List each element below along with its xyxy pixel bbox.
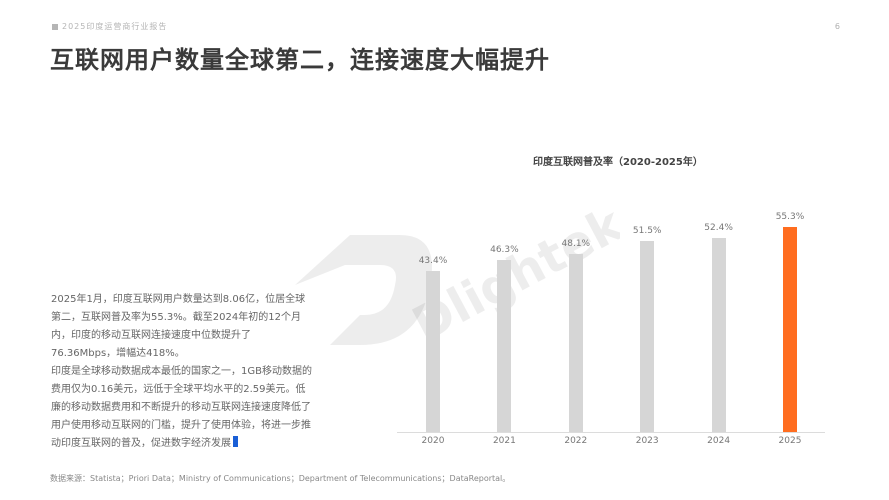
- bar-value-label: 43.4%: [418, 255, 448, 266]
- bar-2024: [711, 237, 726, 432]
- x-axis-tick-label: 2022: [564, 436, 588, 446]
- paragraph-2: 印度是全球移动数据成本最低的国家之一，1GB移动数据的费用仅为0.16美元，远低…: [51, 366, 312, 449]
- report-tag: 2025印度运营商行业报告: [52, 21, 167, 32]
- x-axis-tick-label: 2024: [707, 436, 731, 446]
- bar-value-label: 55.3%: [775, 211, 805, 222]
- bar-value-label: 48.1%: [561, 238, 591, 249]
- bar-2025: [783, 226, 797, 432]
- chart-title: 印度互联网普及率（2020-2025年）: [533, 157, 703, 168]
- bar-chart: 43.4% 2020 46.3% 2021 48.1% 2022 51.5% 2023 52.4…: [397, 200, 825, 460]
- bar-2023: [640, 240, 655, 432]
- page-number: 6: [834, 22, 840, 31]
- bar-2022: [568, 253, 583, 432]
- bar-2020: [426, 270, 440, 432]
- x-axis-tick-label: 2020: [421, 436, 445, 446]
- page-title: 互联网用户数量全球第二，连接速度大幅提升: [50, 46, 550, 74]
- text-cursor-icon: [233, 436, 238, 447]
- description-text: 2025年1月，印度互联网用户数量达到8.06亿，位居全球第二，互联网普及率为5…: [51, 291, 313, 453]
- bar-2021: [497, 260, 512, 432]
- paragraph-1: 2025年1月，印度互联网用户数量达到8.06亿，位居全球第二，互联网普及率为5…: [51, 294, 306, 359]
- bar-value-label: 46.3%: [490, 245, 519, 256]
- bar-value-label: 52.4%: [704, 222, 733, 233]
- square-bullet-icon: [52, 23, 58, 30]
- bar-value-label: 51.5%: [632, 225, 662, 236]
- data-source: 数据来源：Statista；Priori Data；Ministry of Co…: [50, 474, 511, 483]
- x-axis-tick-label: 2025: [778, 436, 802, 446]
- x-axis-line: [397, 432, 825, 433]
- report-tag-text: 2025印度运营商行业报告: [62, 22, 168, 31]
- x-axis-tick-label: 2023: [635, 436, 659, 446]
- x-axis-tick-label: 2021: [492, 436, 516, 446]
